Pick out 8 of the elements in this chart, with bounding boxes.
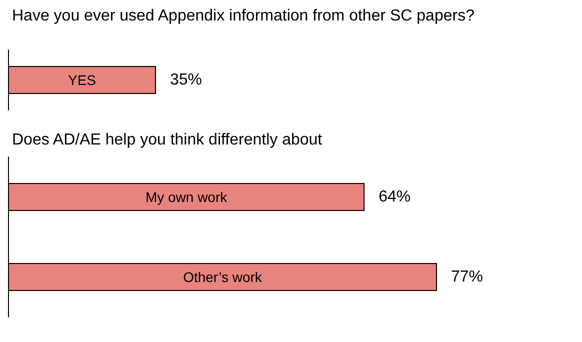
text: Have you ever used Appendix information from other SC papers? (12, 8, 475, 24)
data-label: 35% (170, 72, 202, 88)
chart-title: Does AD/AE help you think differently about (12, 132, 323, 148)
y-tick-label: My own work (145, 189, 228, 205)
data-label: 64% (378, 188, 411, 206)
data-label: 77% (451, 268, 484, 286)
y-tick-label: YES (68, 72, 96, 88)
y-tick-label: Other’s work (183, 269, 263, 285)
